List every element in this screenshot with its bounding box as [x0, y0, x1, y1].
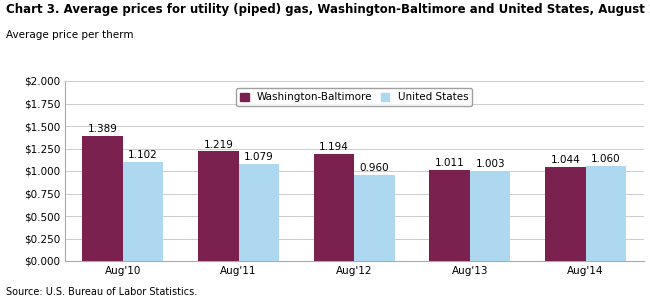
Text: 0.960: 0.960 — [359, 163, 389, 173]
Bar — [430, 170, 470, 261]
Text: 1.389: 1.389 — [88, 124, 118, 134]
Bar — [239, 164, 279, 261]
Text: 1.194: 1.194 — [319, 142, 349, 152]
Text: 1.003: 1.003 — [475, 159, 505, 169]
Text: Average price per therm: Average price per therm — [6, 30, 134, 40]
Legend: Washington-Baltimore, United States: Washington-Baltimore, United States — [236, 88, 473, 106]
Text: 1.102: 1.102 — [128, 150, 158, 160]
Bar — [545, 167, 586, 261]
Bar — [83, 136, 123, 261]
Bar — [123, 162, 163, 261]
Bar — [586, 166, 626, 261]
Text: 1.011: 1.011 — [435, 158, 465, 168]
Text: 1.219: 1.219 — [203, 140, 233, 150]
Text: Source: U.S. Bureau of Labor Statistics.: Source: U.S. Bureau of Labor Statistics. — [6, 287, 198, 297]
Text: 1.079: 1.079 — [244, 152, 274, 162]
Text: Chart 3. Average prices for utility (piped) gas, Washington-Baltimore and United: Chart 3. Average prices for utility (pip… — [6, 3, 650, 16]
Bar — [198, 151, 239, 261]
Text: 1.044: 1.044 — [551, 155, 580, 165]
Bar — [470, 171, 510, 261]
Bar — [314, 154, 354, 261]
Text: 1.060: 1.060 — [591, 154, 621, 164]
Bar — [354, 175, 395, 261]
